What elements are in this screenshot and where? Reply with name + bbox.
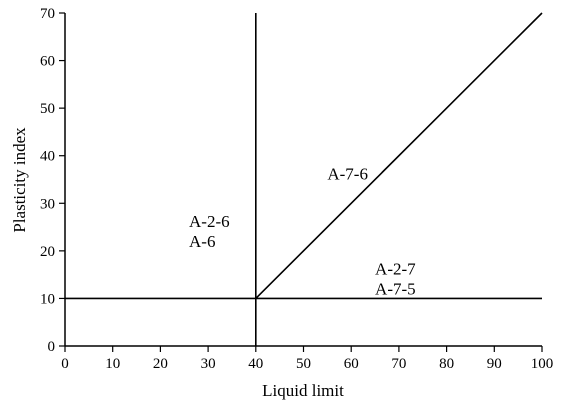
- diagonal-boundary-line: [255, 12, 543, 299]
- x-tick-label: 60: [344, 356, 359, 372]
- x-tick-label: 80: [439, 356, 454, 372]
- y-tick-label: 30: [40, 196, 55, 212]
- x-tick-label: 20: [153, 356, 168, 372]
- x-tick-label: 10: [105, 356, 120, 372]
- y-axis-label: Plasticity index: [10, 127, 29, 233]
- zone-label: A-6: [189, 232, 215, 251]
- x-tick-label: 30: [201, 356, 216, 372]
- zone-label: A-2-6: [189, 212, 230, 231]
- y-tick-label: 50: [40, 101, 55, 117]
- y-tick-label: 10: [40, 291, 55, 307]
- y-tick-label: 70: [40, 6, 55, 22]
- zone-label: A-7-5: [375, 280, 416, 299]
- x-ticks: 0 10 20 30 40 50 60 70 80 90 100: [61, 346, 553, 372]
- y-tick-label: 60: [40, 54, 55, 70]
- boundary-lines: [65, 12, 543, 346]
- y-tick-label: 40: [40, 149, 55, 165]
- x-tick-label: 100: [531, 356, 554, 372]
- y-ticks: 0 10 20 30 40 50 60 70: [40, 6, 65, 355]
- zone-labels: A-7-6 A-2-6A-6 A-2-7A-7-5: [189, 165, 416, 299]
- zone-label: A-7-6: [327, 165, 368, 184]
- axes: [64, 13, 542, 347]
- y-tick-label: 20: [40, 244, 55, 260]
- x-tick-label: 50: [296, 356, 311, 372]
- x-tick-label: 90: [487, 356, 502, 372]
- x-axis-label: Liquid limit: [262, 381, 344, 400]
- x-tick-label: 0: [61, 356, 69, 372]
- x-tick-label: 40: [248, 356, 263, 372]
- x-tick-label: 70: [391, 356, 406, 372]
- zone-label: A-2-7: [375, 260, 416, 279]
- y-tick-label: 0: [48, 339, 56, 355]
